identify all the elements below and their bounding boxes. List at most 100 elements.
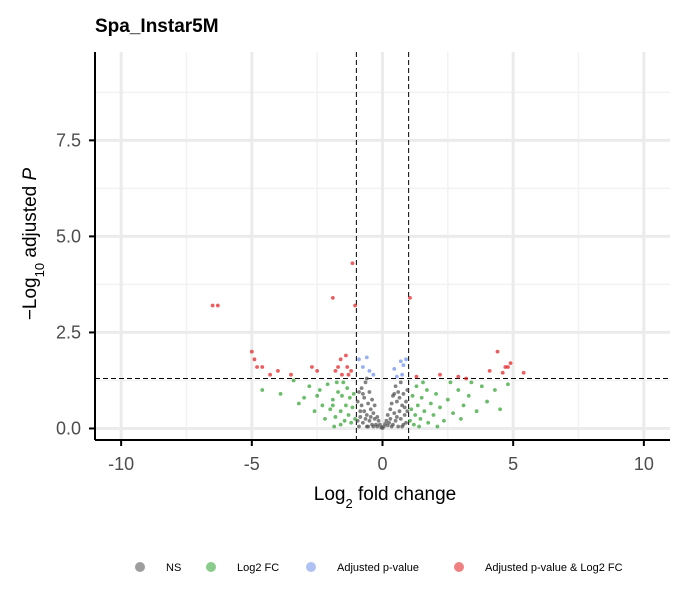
- point-fc: [338, 422, 343, 427]
- point-fc: [485, 399, 489, 404]
- point-fcp: [249, 349, 254, 354]
- point-ns: [402, 405, 407, 410]
- point-ns: [397, 395, 402, 400]
- point-fcp: [336, 365, 340, 369]
- point-fc: [498, 407, 503, 412]
- point-ns: [355, 399, 360, 404]
- point-ns: [394, 399, 399, 404]
- point-fcp: [260, 365, 265, 369]
- point-fc: [431, 413, 436, 417]
- point-ns: [357, 424, 361, 429]
- legend: NS Log2 FC Adjusted p-value Adjusted p-valu…: [135, 562, 623, 574]
- point-ns: [375, 415, 380, 419]
- point-fc: [342, 418, 347, 423]
- point-ns: [405, 409, 410, 414]
- x-tick-label: 5: [508, 454, 518, 474]
- point-fc: [469, 380, 474, 385]
- point-fcp: [464, 376, 469, 381]
- point-ns: [366, 401, 371, 406]
- point-fc: [438, 405, 442, 410]
- point-ns: [400, 424, 405, 429]
- point-fc: [330, 403, 335, 408]
- point-fc: [315, 393, 320, 398]
- point-fc: [346, 413, 351, 417]
- point-ns: [368, 407, 373, 412]
- point-fcp: [315, 368, 320, 373]
- point-fc: [344, 403, 348, 408]
- point-ns: [388, 416, 393, 421]
- point-fcp: [345, 365, 350, 369]
- point-fc: [417, 424, 421, 429]
- point-ns: [404, 399, 408, 404]
- point-ns: [359, 386, 364, 391]
- point-fc: [341, 380, 346, 385]
- point-ns: [389, 401, 394, 406]
- point-fc: [325, 382, 330, 387]
- point-ns: [385, 413, 390, 417]
- point-p: [360, 365, 365, 369]
- point-ns: [392, 392, 397, 396]
- point-ns: [358, 415, 363, 419]
- point-fc: [278, 392, 283, 396]
- point-ns: [371, 424, 376, 429]
- point-fc: [260, 388, 265, 392]
- point-fcp: [344, 353, 348, 358]
- point-p: [367, 368, 372, 373]
- point-fc: [461, 403, 466, 408]
- point-fc: [419, 395, 424, 400]
- point-fc: [408, 418, 412, 423]
- point-fc: [345, 386, 350, 391]
- point-p: [371, 372, 376, 377]
- point-ns: [389, 424, 394, 429]
- point-fcp: [349, 368, 354, 373]
- point-ns: [364, 376, 369, 381]
- point-fcp: [268, 372, 273, 377]
- point-fc: [411, 422, 416, 427]
- point-fc: [320, 403, 325, 408]
- point-fcp: [210, 303, 215, 308]
- point-ns: [396, 390, 401, 394]
- point-ns: [357, 390, 361, 394]
- point-fcp: [330, 295, 335, 300]
- point-fcp: [252, 357, 257, 362]
- point-fc: [434, 392, 438, 396]
- point-fcp: [408, 295, 412, 300]
- point-ns: [363, 380, 368, 385]
- point-fcp: [500, 370, 505, 375]
- point-fc: [451, 411, 455, 416]
- point-fc: [413, 413, 418, 417]
- point-fcp: [353, 303, 357, 308]
- point-fc: [474, 409, 479, 414]
- point-fc: [330, 397, 335, 402]
- point-fc: [334, 380, 339, 385]
- data-points: [210, 261, 526, 430]
- legend-label-p: Adjusted p-value: [337, 562, 419, 574]
- point-ns: [360, 420, 365, 425]
- point-fc: [466, 393, 471, 398]
- point-fc: [332, 424, 337, 429]
- x-axis-title: Log2 fold change: [314, 484, 456, 511]
- point-ns: [396, 424, 401, 429]
- point-p: [364, 355, 369, 360]
- point-fc: [456, 388, 461, 392]
- point-p: [398, 359, 403, 364]
- point-fcp: [487, 368, 492, 373]
- x-tick-label: -5: [244, 454, 260, 474]
- point-fc: [323, 416, 327, 421]
- grid: [95, 52, 670, 440]
- point-fc: [302, 395, 306, 400]
- point-fc: [425, 388, 429, 392]
- point-p: [400, 372, 405, 377]
- point-fc: [418, 416, 423, 421]
- tick-labels: -10 -5 0 5 10 0.0 2.5 5.0 7.5: [56, 130, 654, 474]
- point-fc: [353, 416, 357, 421]
- point-fc: [351, 392, 356, 396]
- point-fcp: [333, 368, 338, 373]
- y-tick-label: 5.0: [56, 226, 81, 246]
- point-ns: [405, 388, 410, 392]
- point-fcp: [276, 368, 280, 373]
- point-fcp: [495, 349, 500, 354]
- legend-swatch-p: [306, 562, 316, 572]
- point-p: [357, 357, 361, 362]
- point-p: [404, 357, 408, 362]
